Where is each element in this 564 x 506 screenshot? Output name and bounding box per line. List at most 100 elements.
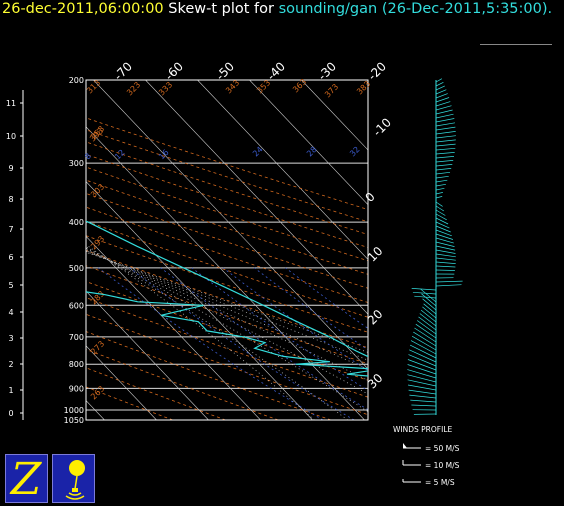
isotherm-line	[93, 80, 368, 370]
isotherm-line	[145, 80, 368, 315]
moist-adiabat-line	[86, 248, 368, 395]
dry-adiabat-line	[86, 281, 368, 381]
wind-barb	[435, 175, 449, 179]
divider-line	[480, 44, 552, 45]
dry-adiabat-line	[86, 313, 368, 416]
wind-barb	[435, 126, 456, 131]
pressure-tick-label: 800	[69, 360, 84, 369]
pressure-tick-label: 700	[69, 333, 84, 342]
wind-barb	[435, 213, 447, 221]
theta-label: 263	[89, 384, 106, 401]
pressure-tick-label: 300	[69, 159, 84, 168]
wind-barb	[435, 280, 463, 283]
wind-barb	[435, 269, 455, 271]
theta-label: 323	[125, 80, 142, 97]
moist-adiabat-line	[86, 249, 368, 381]
wind-barb	[408, 354, 437, 367]
mixing-ratio-line	[98, 267, 324, 420]
height-tick-label: 4	[8, 308, 13, 317]
wind-barb	[435, 168, 452, 171]
height-tick-label: 7	[8, 225, 13, 234]
wind-barb	[435, 156, 455, 159]
moist-adiabat-line	[86, 247, 368, 413]
mixing-ratio-line	[191, 267, 368, 392]
date-label: 26-dec-2011,06:00:00	[2, 1, 164, 17]
wind-barb	[435, 201, 443, 207]
wind-barb	[435, 209, 446, 216]
z-logo-icon: Z	[5, 454, 48, 505]
dry-adiabat-line	[86, 179, 368, 275]
wind-barb	[435, 89, 447, 95]
isotherm-line	[0, 80, 53, 420]
dry-adiabat-line	[86, 153, 368, 248]
dry-adiabat-line	[86, 220, 368, 318]
height-tick-label: 1	[8, 386, 13, 395]
wind-barb	[435, 179, 448, 183]
isotherm-line	[86, 235, 261, 420]
temp-tick-label: -70	[111, 59, 135, 83]
wind-legend-item: = 5 M/S	[425, 478, 455, 487]
temp-tick-label: -20	[365, 59, 389, 83]
height-tick-label: 8	[8, 195, 13, 204]
wind-barb	[419, 313, 437, 327]
wind-barb	[435, 101, 451, 107]
theta-label: 253	[89, 124, 106, 141]
height-tick-label: 9	[8, 164, 13, 173]
mixing-ratio-line	[285, 267, 368, 329]
dry-adiabat-line	[86, 141, 368, 236]
wind-barb	[407, 374, 437, 383]
pressure-tick-label: 900	[69, 384, 84, 393]
wind-barb	[435, 187, 445, 191]
dry-adiabat-line	[86, 206, 368, 304]
isotherm-line	[86, 181, 313, 420]
wind-barb	[435, 229, 452, 237]
temp-tick-label: -40	[264, 59, 288, 83]
pressure-tick-label: 1000	[64, 406, 84, 415]
isotherm-line	[86, 345, 157, 420]
wind-barb	[435, 113, 454, 119]
wind-barb	[411, 335, 437, 351]
wind-barb	[435, 196, 443, 199]
wind-barb	[435, 147, 456, 151]
wind-barb	[435, 171, 451, 175]
wind-barb	[407, 384, 437, 391]
wind-barb	[435, 233, 454, 240]
plot-title: 26-dec-2011,06:00:00 Skew-t plot for sou…	[2, 1, 552, 17]
dry-adiabat-line	[86, 117, 368, 210]
wind-barb	[435, 109, 453, 115]
dry-adiabat-line	[86, 129, 368, 223]
theta-label: 373	[323, 82, 340, 99]
mixing-ratio-line	[222, 267, 368, 372]
wind-barb	[423, 303, 437, 315]
temp-tick-label: -30	[315, 59, 339, 83]
theta-label: 353	[255, 78, 272, 95]
wind-barb	[422, 298, 437, 311]
wind-barb	[414, 327, 437, 343]
wind-barb	[435, 122, 456, 127]
moist-adiabat-line	[86, 244, 315, 420]
mixing-ratio-line	[129, 267, 355, 420]
wind-barb	[415, 323, 437, 339]
moist-adiabat-line	[86, 246, 348, 420]
wind-barb	[421, 293, 437, 307]
wind-barb	[435, 249, 456, 254]
temp-tick-label: -60	[162, 59, 186, 83]
dry-adiabat-line	[86, 166, 368, 262]
dry-adiabat-line	[86, 250, 368, 349]
wind-legend-item: = 10 M/S	[425, 461, 460, 470]
wind-barb	[411, 288, 437, 291]
dewpoint-profile-line	[86, 291, 368, 377]
wind-barb	[435, 245, 456, 251]
wind-barb	[435, 135, 456, 139]
wind-barb	[435, 143, 456, 147]
wind-barb	[435, 97, 450, 103]
wind-barb	[409, 349, 437, 363]
theta-label: 293	[89, 234, 106, 251]
wind-barb	[407, 364, 437, 375]
temperature-profile-line	[86, 220, 368, 358]
pressure-tick-label: 400	[69, 218, 84, 227]
wind-barb	[407, 369, 437, 379]
wind-barb	[409, 394, 437, 399]
mixing-ratio-label: 28	[305, 145, 319, 159]
